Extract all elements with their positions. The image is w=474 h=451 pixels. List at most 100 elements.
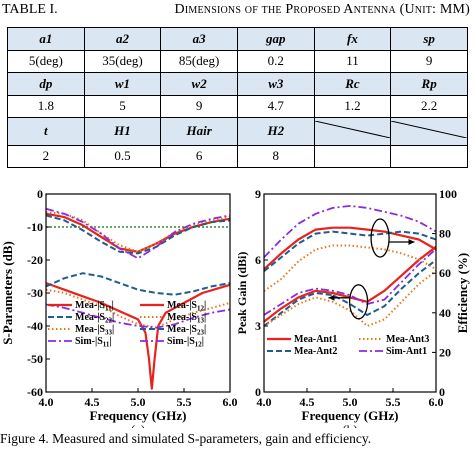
table-header-cell: w3 (236, 72, 315, 96)
table-header-cell: a1 (7, 27, 85, 51)
table-value-row: 5(deg) 35(deg) 85(deg) 0.2 11 9 (7, 49, 468, 73)
legend-label-main: Mea-|S (75, 300, 105, 311)
table-value-cell: 0.2 (236, 49, 315, 73)
table-value-cell: 9 (160, 94, 238, 118)
legend-label-main: Mea-|S (167, 324, 197, 335)
legend-label-sub: 33 (105, 329, 113, 337)
legend-label-main: Mea-|S (75, 312, 105, 323)
y2-tick-label-b: 100 (439, 187, 457, 201)
x-axis-label-b: Frequency (GHz) (302, 408, 399, 423)
legend-label-bar: | (204, 300, 206, 311)
table-header-cell: fx (313, 27, 392, 51)
x-tick-label-b: 4.0 (257, 395, 272, 409)
table-header-cell: a3 (160, 27, 238, 51)
series-line-b-5 (264, 230, 436, 272)
panel-label-b: (b) (342, 422, 357, 428)
table-value-cell (390, 144, 468, 168)
figure-caption: Figure 4. Measured and simulated S-param… (0, 431, 372, 446)
table-value-cell: 2.2 (390, 94, 468, 118)
y2-tick-label-b: 60 (439, 266, 451, 280)
y2-tick-label-b: 40 (439, 306, 451, 320)
legend-label-a: Mea-|S22| (75, 312, 114, 325)
table-value-cell: 9 (390, 49, 468, 73)
y-tick-label-a: -50 (27, 352, 43, 366)
series-line-a-4 (46, 282, 230, 390)
table-header-cell: Rc (313, 72, 392, 96)
legend-label-sub: 11 (105, 305, 112, 313)
table-value-cell: 1.8 (7, 94, 85, 118)
table-value-cell: 85(deg) (160, 49, 238, 73)
table-value-cell: 4.7 (236, 94, 315, 118)
legend-label-b: Mea-Ant3 (386, 334, 429, 345)
panel-label-a: (a) (131, 422, 145, 428)
table-header-cell: gap (236, 27, 315, 51)
series-line-a-6 (46, 272, 230, 296)
table-header-row: a1 a2 a3 gap fx sp (7, 27, 468, 51)
table-header-cell: dp (7, 72, 85, 96)
x-tick-label-b: 5.5 (386, 395, 401, 409)
table-header-cell: H2 (236, 117, 315, 146)
legend-label-a: Mea-|S11| (75, 300, 114, 313)
legend-label-main: Mea-|S (167, 312, 197, 323)
legend-label-sub: 22 (105, 317, 113, 325)
table-value-cell (313, 144, 392, 168)
x-tick-label-a: 4.5 (85, 395, 100, 409)
table-header-cell: Rp (390, 72, 468, 96)
series-line-b-4 (264, 226, 436, 271)
x-axis-label-a: Frequency (GHz) (90, 408, 187, 423)
arrowhead-right (408, 239, 415, 245)
table-value-row: 1.8 5 9 4.7 1.2 2.2 (7, 94, 468, 118)
legend-label-a: Mea-|S12| (167, 300, 206, 313)
y-tick-label-a: -30 (27, 286, 43, 300)
table-value-row: 2 0.5 6 8 (7, 144, 468, 168)
x-tick-label-b: 6.0 (429, 395, 444, 409)
legend-label-sub: 11 (103, 341, 110, 349)
legend-label-a: Mea-|S33| (75, 324, 114, 337)
x-tick-label-a: 4.0 (39, 395, 54, 409)
legend-label-bar: | (112, 312, 114, 323)
y-tick-label-b: 6 (255, 253, 261, 267)
table-caption-title: Dimensions of the Proposed Antenna (Unit… (174, 2, 470, 17)
legend-label-bar: | (112, 324, 114, 335)
y2-axis-label-b: Efficiency (%) (455, 253, 470, 334)
series-line-a-3 (46, 207, 230, 260)
legend-label-a: Mea-|S23| (167, 324, 206, 337)
legend-label-b: Sim-Ant1 (386, 346, 427, 357)
legend-label-main: Mea-|S (167, 300, 197, 311)
table-empty-diagonal-cell (313, 117, 392, 146)
x-tick-label-b: 5.0 (343, 395, 358, 409)
table-header-cell: Hair (160, 117, 238, 146)
y-tick-label-a: -60 (27, 385, 43, 399)
series-line-a-0 (46, 212, 230, 253)
y2-tick-label-b: 20 (439, 345, 451, 359)
y-tick-label-a: 0 (37, 187, 43, 201)
y-tick-label-b: 0 (255, 385, 261, 399)
series-line-b-2 (264, 270, 436, 327)
plot-area-b (264, 194, 436, 392)
table-value-cell: 11 (313, 49, 392, 73)
y-axis-label-b: Peak Gain (dBi) (238, 252, 249, 335)
legend-label-main: Sim-|S (167, 336, 195, 347)
s-parameters-chart: 4.0 4.5 5.0 5.5 6.0 -60 -50 -40 -30 -20 -10 0 Freque… (0, 187, 237, 428)
y-tick-label-b: 3 (255, 319, 261, 333)
table-value-cell: 5(deg) (7, 49, 85, 73)
series-line-b-1 (264, 259, 436, 327)
arrowhead-left (328, 294, 335, 301)
y2-tick-label-b: 0 (439, 385, 445, 399)
legend-label-sub: 12 (197, 305, 205, 313)
table-value-cell: 2 (7, 144, 85, 168)
table-value-cell: 35(deg) (83, 49, 162, 73)
table-header-cell: w1 (83, 72, 162, 96)
x-tick-label-a: 5.5 (177, 395, 192, 409)
legend-label-bar: | (204, 312, 206, 323)
gain-efficiency-chart: 4.0 4.5 5.0 5.5 6.00369020406080100Frequency… (238, 187, 470, 428)
table-value-cell: 8 (236, 144, 315, 168)
series-line-a-1 (46, 214, 230, 255)
y-tick-label-a: -20 (27, 253, 43, 267)
series-line-b-7 (264, 205, 436, 259)
table-value-cell: 6 (160, 144, 238, 168)
series-line-b-3 (264, 248, 436, 316)
table-header-cell: w2 (160, 72, 238, 96)
table-value-cell: 0.5 (83, 144, 162, 168)
x-tick-label-b: 4.5 (300, 395, 315, 409)
